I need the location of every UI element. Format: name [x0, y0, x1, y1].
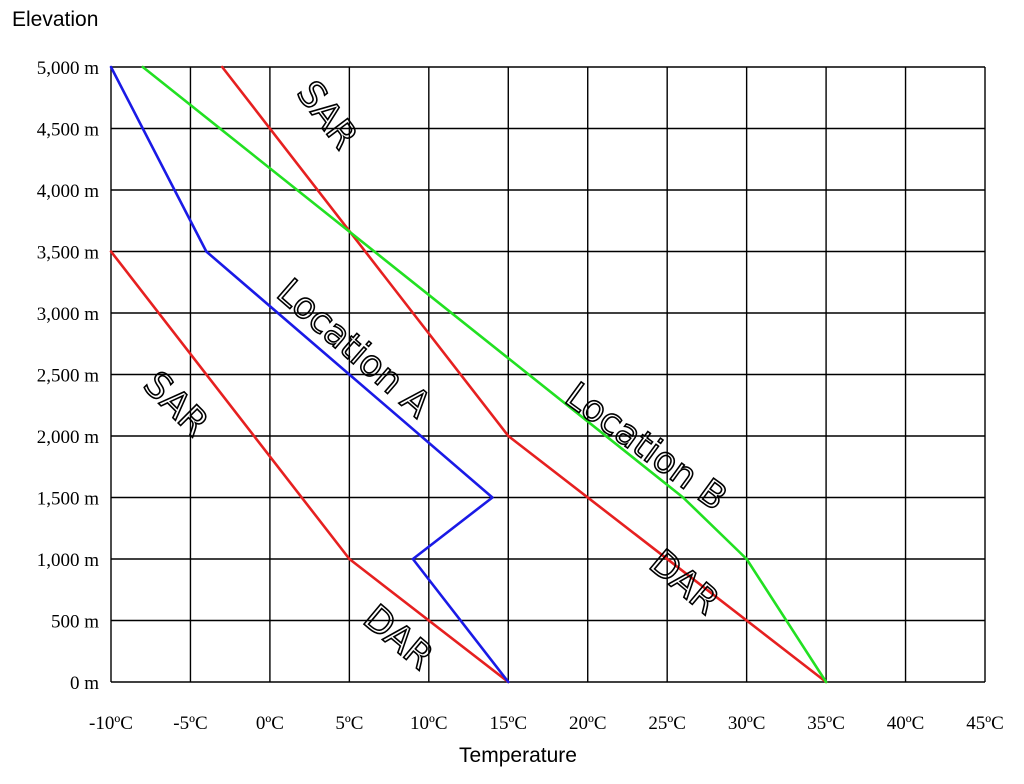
x-tick-label: 15ºC	[489, 713, 527, 734]
y-tick-label: 3,000 m	[37, 304, 100, 325]
x-tick-label: 10ºC	[410, 713, 448, 734]
annotation-0: SAR	[135, 364, 216, 445]
series-line-2	[220, 65, 828, 684]
annotation-5: DAR	[641, 542, 726, 623]
series-line-3	[141, 65, 828, 684]
x-axis-title: Temperature	[459, 744, 577, 767]
y-tick-label: 2,500 m	[37, 366, 100, 387]
y-tick-label: 4,500 m	[37, 120, 100, 141]
y-axis-title: Elevation	[12, 8, 98, 31]
x-tick-label: 35ºC	[807, 713, 845, 734]
y-tick-label: 1,000 m	[37, 550, 100, 571]
series-line-1	[109, 65, 510, 684]
x-tick-label: -10ºC	[89, 713, 133, 734]
x-tick-label: 30ºC	[728, 713, 766, 734]
x-tick-label: -5ºC	[173, 713, 207, 734]
y-tick-label: 4,000 m	[37, 181, 100, 202]
series-lines	[109, 65, 828, 684]
annotation-2: Location A	[269, 272, 438, 427]
y-tick-label: 3,500 m	[37, 243, 100, 264]
x-tick-label: 45ºC	[966, 713, 1004, 734]
x-tick-label: 5ºC	[335, 713, 363, 734]
tick-labels: -10ºC -5ºC 0ºC 5ºC 10ºC 15ºC 20ºC 25ºC 30ºC 35ºC 4…	[37, 58, 1004, 734]
y-tick-label: 500 m	[51, 612, 99, 633]
y-tick-label: 2,000 m	[37, 427, 100, 448]
y-tick-label: 0 m	[70, 673, 99, 694]
x-tick-label: 40ºC	[887, 713, 925, 734]
annotation-3: SAR	[288, 74, 365, 157]
y-tick-label: 1,500 m	[37, 489, 100, 510]
grid	[110, 66, 986, 683]
annotation-1: DAR	[355, 597, 440, 678]
x-tick-label: 20ºC	[569, 713, 607, 734]
y-tick-label: 5,000 m	[37, 58, 100, 79]
x-tick-label: 25ºC	[648, 713, 686, 734]
series-line-0	[109, 250, 510, 684]
x-tick-label: 0ºC	[256, 713, 284, 734]
